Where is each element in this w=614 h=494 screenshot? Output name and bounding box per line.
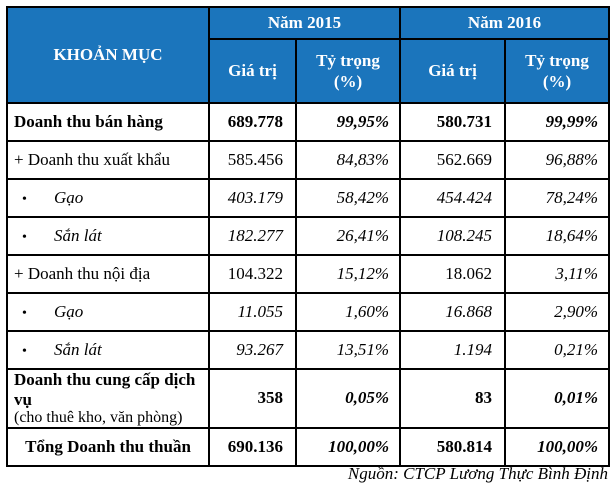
table-row-cassava-export: • Sắn lát 182.277 26,41% 108.245 18,64%	[6, 216, 611, 256]
cell-value-2016: 18.062	[399, 254, 507, 294]
cell-share-2016: 78,24%	[504, 178, 611, 218]
cell-share-2015: 15,12%	[294, 254, 402, 294]
header-value-2016: Giá trị	[399, 38, 507, 104]
cell-value-2015: 358	[208, 368, 297, 429]
cell-label: Tổng Doanh thu thuần	[6, 426, 210, 467]
cell-value-2016: 562.669	[399, 140, 507, 180]
bullet-icon: •	[22, 306, 27, 321]
row-label: Gạo	[54, 302, 84, 321]
header-row-subcolumns: Giá trị Tỷ trọng (%) Giá trị Tỷ trọng (%…	[7, 38, 611, 104]
cell-share-2015: 58,42%	[294, 178, 402, 218]
cell-value-2015: 403.179	[208, 178, 297, 218]
cell-share-2016: 99,99%	[504, 102, 611, 142]
header-share-label: Tỷ trọng	[525, 50, 589, 70]
cell-label: • Sắn lát	[6, 216, 210, 256]
cell-value-2015: 182.277	[208, 216, 297, 256]
table-row-service-revenue: Doanh thu cung cấp dịch vụ (cho thuê kho…	[6, 368, 611, 429]
header-value-2015: Giá trị	[208, 38, 297, 104]
cell-value-2016: 83	[399, 368, 507, 429]
cell-value-2015: 93.267	[208, 330, 297, 370]
cell-share-2016: 3,11%	[504, 254, 611, 294]
table-row-sales-revenue: Doanh thu bán hàng 689.778 99,95% 580.73…	[6, 102, 611, 142]
cell-value-2016: 1.194	[399, 330, 507, 370]
cell-share-2016: 2,90%	[504, 292, 611, 332]
cell-share-2015: 0,05%	[294, 368, 402, 429]
header-row-years: KHOẢN MỤC Năm 2015 Năm 2016	[6, 6, 611, 104]
cell-label: • Gạo	[6, 178, 210, 218]
cell-share-2015: 100,00%	[294, 426, 402, 467]
cell-value-2015: 689.778	[208, 102, 297, 142]
table-row-total-net-revenue: Tổng Doanh thu thuần 690.136 100,00% 580…	[6, 426, 611, 467]
cell-value-2016: 108.245	[399, 216, 507, 256]
cell-share-2016: 100,00%	[504, 426, 611, 467]
header-share-2016: Tỷ trọng (%)	[504, 38, 611, 104]
cell-label: • Sắn lát	[6, 330, 210, 370]
cell-share-2016: 0,01%	[504, 368, 611, 429]
cell-share-2015: 99,95%	[294, 102, 402, 142]
table-row-cassava-domestic: • Sắn lát 93.267 13,51% 1.194 0,21%	[6, 330, 611, 370]
cell-share-2016: 18,64%	[504, 216, 611, 256]
cell-value-2016: 16.868	[399, 292, 507, 332]
row-label: Sắn lát	[54, 226, 102, 245]
cell-value-2015: 585.456	[208, 140, 297, 180]
row-label: Sắn lát	[54, 340, 102, 359]
cell-share-2015: 84,83%	[294, 140, 402, 180]
bullet-icon: •	[22, 192, 27, 207]
table-row-rice-domestic: • Gạo 11.055 1,60% 16.868 2,90%	[6, 292, 611, 332]
cell-value-2015: 104.322	[208, 254, 297, 294]
table-row-rice-export: • Gạo 403.179 58,42% 454.424 78,24%	[6, 178, 611, 218]
cell-value-2016: 580.814	[399, 426, 507, 467]
bullet-icon: •	[22, 230, 27, 245]
cell-label: + Doanh thu nội địa	[6, 254, 210, 294]
cell-share-2015: 1,60%	[294, 292, 402, 332]
cell-share-2015: 13,51%	[294, 330, 402, 370]
cell-label: Doanh thu bán hàng	[6, 102, 210, 142]
cell-label: Doanh thu cung cấp dịch vụ (cho thuê kho…	[6, 368, 210, 429]
cell-share-2016: 0,21%	[504, 330, 611, 370]
cell-share-2015: 26,41%	[294, 216, 402, 256]
header-share-label: Tỷ trọng	[316, 50, 380, 70]
header-item-column: KHOẢN MỤC	[6, 6, 210, 104]
cell-value-2015: 690.136	[208, 426, 297, 467]
service-label-line2: (cho thuê kho, văn phòng)	[14, 409, 183, 427]
header-year-2015: Năm 2015	[207, 6, 402, 40]
table-row-export-revenue: + Doanh thu xuất khẩu 585.456 84,83% 562…	[6, 140, 611, 180]
cell-label: + Doanh thu xuất khẩu	[6, 140, 210, 180]
cell-value-2016: 454.424	[399, 178, 507, 218]
row-label: Gạo	[54, 188, 84, 207]
revenue-table: KHOẢN MỤC Năm 2015 Năm 2016 Giá trị Tỷ t…	[6, 6, 611, 467]
service-label-line1: Doanh thu cung cấp dịch vụ	[14, 370, 196, 409]
table-row-domestic-revenue: + Doanh thu nội địa 104.322 15,12% 18.06…	[6, 254, 611, 294]
cell-value-2016: 580.731	[399, 102, 507, 142]
header-share-unit: (%)	[542, 72, 572, 91]
header-share-2015: Tỷ trọng (%)	[294, 38, 402, 104]
source-note: Nguồn: CTCP Lương Thực Bình Định	[347, 464, 608, 483]
header-share-unit: (%)	[333, 72, 363, 91]
header-year-2016: Năm 2016	[399, 6, 611, 40]
cell-label: • Gạo	[6, 292, 210, 332]
bullet-icon: •	[22, 344, 27, 359]
cell-value-2015: 11.055	[208, 292, 297, 332]
cell-share-2016: 96,88%	[504, 140, 611, 180]
